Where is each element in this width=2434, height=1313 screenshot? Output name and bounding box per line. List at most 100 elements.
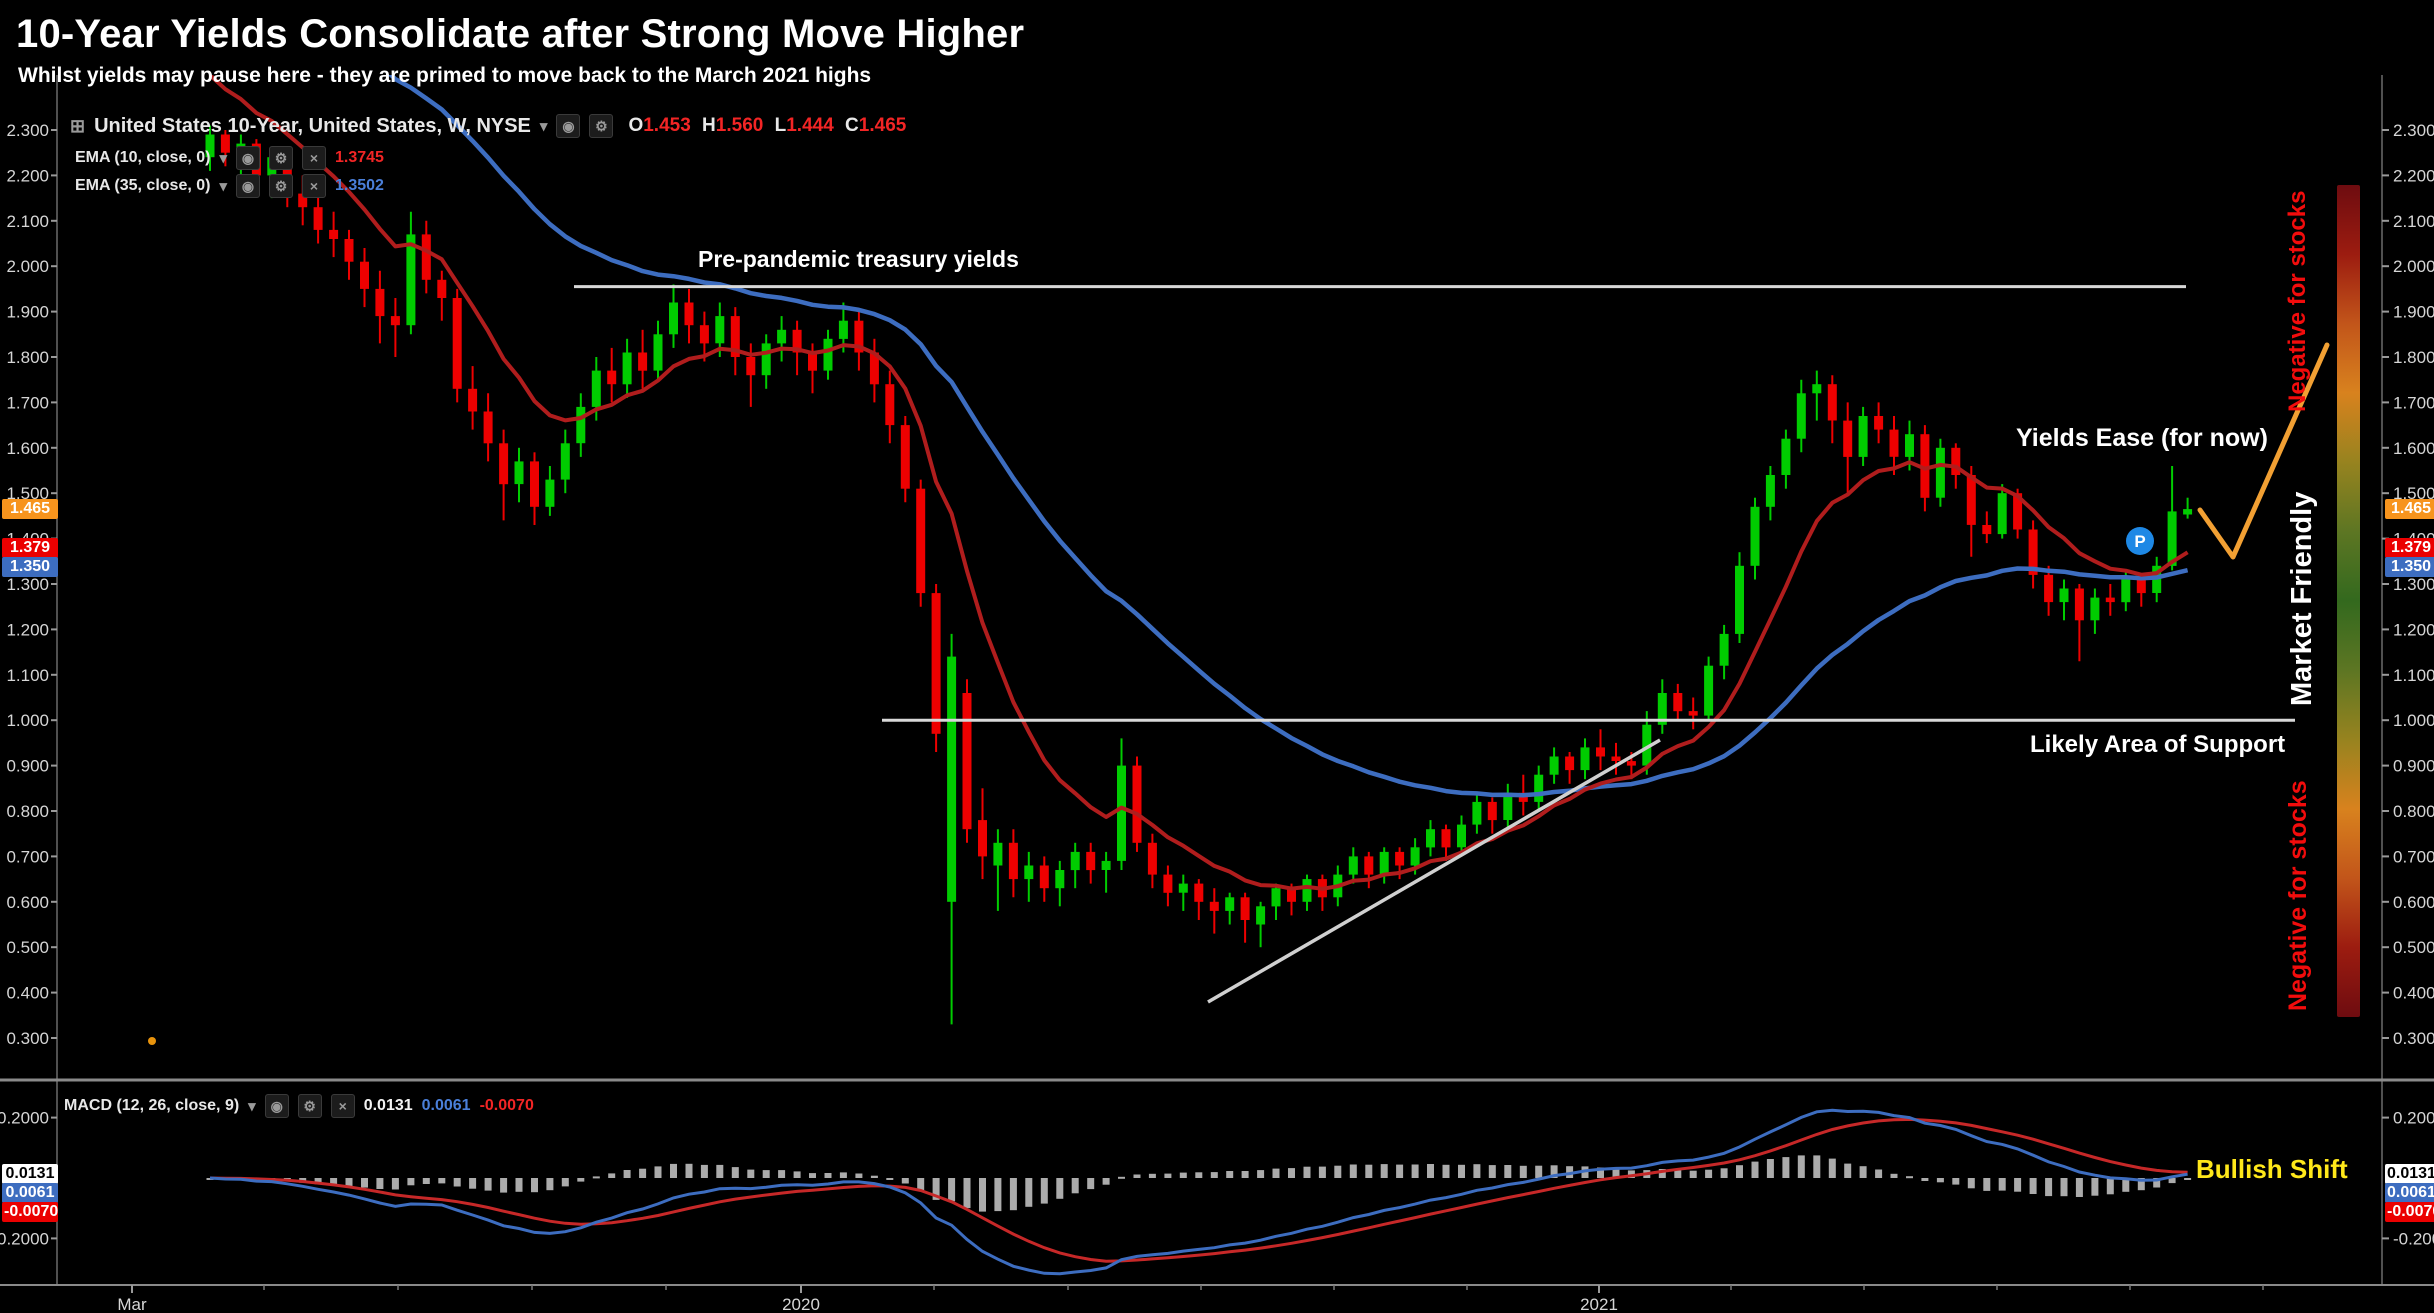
candle xyxy=(792,329,802,353)
candle xyxy=(746,357,756,376)
candle xyxy=(916,488,926,594)
svg-text:2.200: 2.200 xyxy=(2393,166,2434,185)
annotation-yields-ease: Yields Ease (for now) xyxy=(2016,424,2268,452)
candle xyxy=(1673,693,1683,712)
svg-text:2.300: 2.300 xyxy=(6,121,49,140)
candle xyxy=(1827,384,1837,421)
price-badge: 0.0061 xyxy=(2,1183,58,1203)
chevron-down-icon[interactable]: ▾ xyxy=(248,1098,256,1115)
candle xyxy=(468,388,478,412)
candle xyxy=(452,298,462,389)
svg-text:1.700: 1.700 xyxy=(2393,393,2434,412)
symbol-title[interactable]: United States 10-Year, United States, W,… xyxy=(94,114,531,137)
candle xyxy=(406,234,416,326)
svg-text:P: P xyxy=(2134,532,2145,551)
candle xyxy=(576,406,586,444)
gear-icon[interactable]: ⚙ xyxy=(589,114,614,138)
ascending-trendline[interactable] xyxy=(1207,738,1661,1004)
svg-text:1.300: 1.300 xyxy=(2393,575,2434,594)
candle xyxy=(1472,801,1482,825)
candle xyxy=(1781,438,1791,475)
candle xyxy=(1905,434,1914,457)
price-badge: 1.465 xyxy=(2385,499,2434,519)
gear-icon[interactable]: ⚙ xyxy=(268,174,293,198)
svg-text:2020: 2020 xyxy=(782,1295,820,1313)
candle xyxy=(1765,475,1775,507)
candle xyxy=(669,302,678,335)
candle xyxy=(1487,801,1497,821)
eye-icon[interactable]: ◉ xyxy=(235,146,260,170)
candle xyxy=(1132,765,1142,843)
candle xyxy=(514,461,524,485)
svg-text:0.2000: 0.2000 xyxy=(0,1109,49,1128)
eye-icon[interactable]: ◉ xyxy=(235,174,260,198)
ema35-line xyxy=(387,75,2189,798)
macd-histogram xyxy=(206,1155,2192,1212)
candle xyxy=(653,334,663,371)
eye-icon[interactable]: ◉ xyxy=(264,1094,289,1118)
candle xyxy=(1379,851,1389,875)
ema35-label[interactable]: EMA (35, close, 0) xyxy=(75,177,211,194)
open-label: O xyxy=(628,115,644,136)
candlestick-series xyxy=(205,125,2193,1025)
chevron-down-icon[interactable]: ▾ xyxy=(539,118,548,135)
candle xyxy=(1549,756,1559,775)
annotation-likely-support: Likely Area of Support xyxy=(2030,731,2286,758)
svg-text:0.700: 0.700 xyxy=(2393,847,2434,866)
svg-text:1.900: 1.900 xyxy=(2393,303,2434,322)
chevron-down-icon[interactable]: ▾ xyxy=(219,178,227,195)
candle xyxy=(869,352,879,385)
gear-icon[interactable]: ⚙ xyxy=(297,1094,322,1118)
price-badge: 0.0131 xyxy=(2385,1164,2434,1184)
candle xyxy=(545,479,555,507)
macd-scale[interactable]: 0.2000 0.2000 -0.2000 -0.2000 xyxy=(0,1109,2434,1249)
macd-signal-value: -0.0070 xyxy=(479,1097,534,1114)
svg-text:2.100: 2.100 xyxy=(6,212,49,231)
candle xyxy=(684,302,694,326)
candle xyxy=(1843,420,1853,457)
time-scale[interactable]: Mar 2020 2021 xyxy=(117,1285,2264,1313)
high-value: 1.560 xyxy=(715,115,764,136)
macd-hist-value: 0.0131 xyxy=(363,1097,413,1114)
candle xyxy=(1287,888,1296,902)
candle xyxy=(1812,384,1822,394)
close-icon[interactable]: × xyxy=(330,1094,355,1118)
price-scale[interactable]: 2.300 2.300 2.200 2.200 2.100 2.100 2.000 2.000… xyxy=(6,121,2434,1048)
svg-text:2.000: 2.000 xyxy=(2393,257,2434,276)
svg-text:0.800: 0.800 xyxy=(6,802,49,821)
price-badge: 1.379 xyxy=(2,538,58,558)
publish-marker[interactable]: P xyxy=(2126,527,2154,555)
close-icon[interactable]: × xyxy=(301,174,326,198)
candle xyxy=(220,134,230,153)
symbol-legend-row: ⊞ United States 10-Year, United States, … xyxy=(70,114,906,138)
price-badge: -0.0070 xyxy=(2385,1202,2434,1222)
orange-checkmark[interactable] xyxy=(2197,342,2330,560)
svg-text:1.200: 1.200 xyxy=(6,620,49,639)
candle xyxy=(437,279,447,298)
close-icon[interactable]: × xyxy=(301,146,326,170)
candle xyxy=(1039,865,1049,889)
open-value: 1.453 xyxy=(643,115,691,136)
eye-icon[interactable]: ◉ xyxy=(556,114,581,138)
price-badge: 1.379 xyxy=(2385,538,2434,558)
candle xyxy=(854,320,864,353)
candle xyxy=(530,461,539,507)
macd-label[interactable]: MACD (12, 26, close, 9) xyxy=(64,1097,240,1114)
ema10-label[interactable]: EMA (10, close, 0) xyxy=(75,149,211,166)
chevron-down-icon[interactable]: ▾ xyxy=(219,150,227,167)
annotation-pre-pandemic: Pre-pandemic treasury yields xyxy=(698,246,1019,272)
candle xyxy=(1951,447,1961,475)
candle xyxy=(1070,851,1080,871)
candle xyxy=(1441,829,1451,848)
gear-icon[interactable]: ⚙ xyxy=(268,146,293,170)
svg-text:1.600: 1.600 xyxy=(6,439,49,458)
candle xyxy=(1997,493,2007,535)
svg-text:1.200: 1.200 xyxy=(2393,620,2434,639)
candle xyxy=(1101,860,1111,870)
price-badge: 0.0061 xyxy=(2385,1183,2434,1203)
candle xyxy=(1147,842,1157,875)
svg-text:0.500: 0.500 xyxy=(6,938,49,957)
svg-text:2.200: 2.200 xyxy=(6,166,49,185)
svg-text:0.400: 0.400 xyxy=(6,984,49,1003)
